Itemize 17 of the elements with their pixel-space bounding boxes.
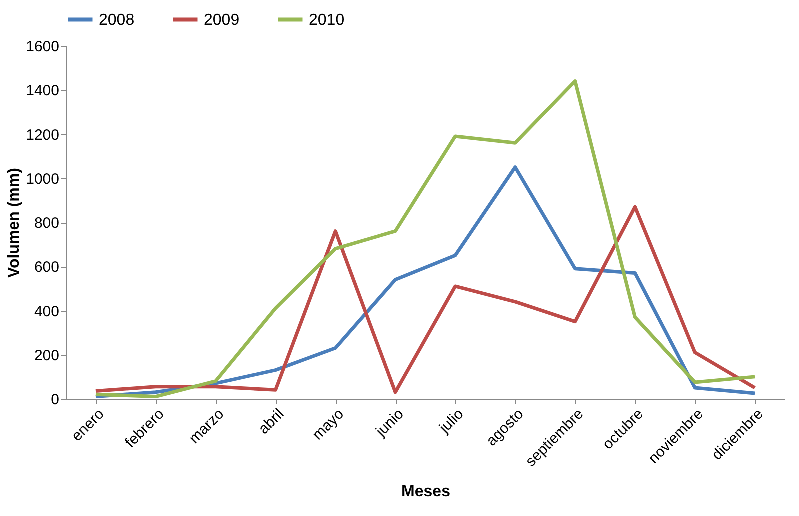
y-tick-label: 800 xyxy=(34,215,60,232)
legend-label: 2008 xyxy=(99,12,135,29)
line-series xyxy=(94,205,757,394)
y-tick-label: 600 xyxy=(34,259,60,276)
y-tick-label: 200 xyxy=(34,347,60,364)
y-tick-label: 1400 xyxy=(26,82,60,100)
legend-label: 2009 xyxy=(204,12,240,29)
y-axis-title: Volumen (mm) xyxy=(6,168,24,278)
line-series xyxy=(94,80,757,399)
y-tick-label: 1600 xyxy=(26,38,60,56)
x-axis-title: Meses xyxy=(402,484,451,501)
y-tick-label: 1000 xyxy=(26,170,60,188)
y-tick-label: 400 xyxy=(34,303,60,320)
legend-label: 2010 xyxy=(309,12,345,29)
x-tick-label: julio xyxy=(436,406,468,438)
y-tick-label: 1200 xyxy=(26,126,60,144)
y-tick-label: 0 xyxy=(51,392,60,408)
